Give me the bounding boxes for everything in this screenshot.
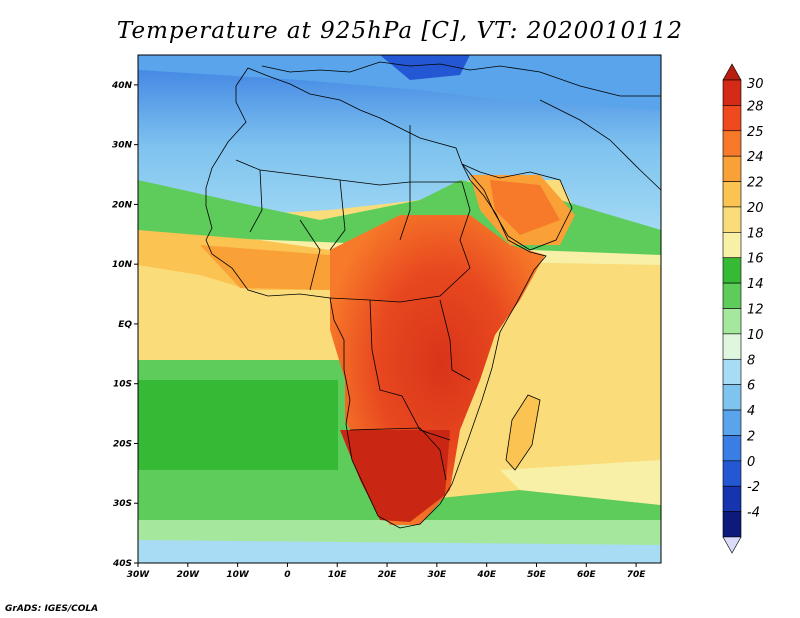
lat-tick-label: 40N: [111, 81, 133, 91]
lon-tick-label: 10E: [328, 570, 348, 580]
colorbar-swatch: [722, 409, 742, 436]
colorbar-label: 16: [747, 252, 764, 267]
lat-tick-label: 10N: [112, 260, 133, 270]
colorbar-swatch: [722, 308, 742, 335]
colorbar-label: 6: [747, 379, 755, 394]
colorbar-label: -4: [747, 506, 760, 521]
lat-tick-label: 40S: [112, 559, 132, 569]
temperature-field: [138, 55, 661, 563]
lat-tick-label: 20N: [112, 200, 133, 210]
colorbar-label: 2: [747, 429, 755, 444]
latitude-axis: 40S 30S 20S 10S EQ 10N 20N 30N 40N: [111, 81, 138, 569]
arabia-coastline: [461, 163, 573, 251]
colorbar-label: 8: [747, 353, 755, 368]
colorbar-swatch: [722, 206, 742, 233]
credit-text: GrADS: IGES/COLA: [5, 604, 99, 614]
colorbar-swatch: [722, 257, 742, 284]
lon-tick-label: 20W: [177, 570, 201, 580]
lon-tick-label: 60E: [577, 570, 597, 580]
lon-tick-label: 0: [284, 570, 290, 580]
colorbar-swatch: [722, 511, 742, 538]
colorbar-swatch: [722, 155, 742, 182]
colorbar-label: 12: [747, 303, 764, 318]
lon-tick-label: 30W: [127, 570, 151, 580]
colorbar-swatch: [722, 232, 742, 259]
colorbar-swatch: [722, 181, 742, 208]
longitude-axis: 30W 20W 10W 0 10E 20E 30E 40E 50E 60E 70E: [127, 563, 647, 580]
colorbar-label: 25: [747, 125, 764, 140]
colorbar-swatch: [722, 384, 742, 411]
colorbar-overflow-arrow: [722, 63, 742, 81]
africa-coastline: [205, 67, 547, 529]
colorbar-label: 28: [747, 99, 764, 114]
colorbar-label: 22: [747, 176, 764, 191]
lon-tick-label: 50E: [527, 570, 547, 580]
madagascar-coastline: [505, 394, 541, 471]
colorbar-swatch: [722, 130, 742, 157]
colorbar-label: 24: [747, 150, 764, 165]
colorbar-label: 30: [747, 77, 764, 92]
colorbar-label: 0: [747, 455, 755, 470]
lat-tick-label: 20S: [113, 439, 132, 449]
colorbar-swatch: [722, 435, 742, 462]
colorbar-swatch: [722, 105, 742, 132]
chart-title: Temperature at 925hPa [C], VT: 202001011…: [116, 18, 684, 44]
lon-tick-label: 40E: [476, 570, 497, 580]
lon-tick-label: 30E: [428, 570, 448, 580]
colorbar-swatch: [722, 460, 742, 487]
coastlines: [205, 61, 661, 529]
colorbar-label: 10: [747, 328, 764, 343]
colorbar-underflow-arrow: [722, 536, 742, 554]
lon-tick-label: 70E: [627, 570, 647, 580]
colorbar-label: -2: [747, 480, 760, 495]
colorbar-swatch: [722, 358, 742, 385]
lat-tick-label: 30N: [112, 141, 133, 151]
colorbar-swatch: [722, 282, 742, 309]
colorbar-swatch: [722, 485, 742, 512]
colorbar-label: 18: [747, 226, 764, 241]
lon-tick-label: 10W: [226, 570, 250, 580]
lat-tick-label: 10S: [113, 380, 132, 390]
lat-tick-label: EQ: [118, 320, 132, 330]
colorbar-label: 14: [747, 277, 764, 292]
colorbar-label: 20: [747, 201, 764, 216]
colorbar-swatch: [722, 333, 742, 360]
map-frame: [137, 54, 662, 564]
lat-tick-label: 30S: [113, 499, 132, 509]
lon-tick-label: 20E: [378, 570, 398, 580]
colorbar-label: 4: [747, 404, 755, 419]
colorbar-swatch: [722, 79, 742, 106]
